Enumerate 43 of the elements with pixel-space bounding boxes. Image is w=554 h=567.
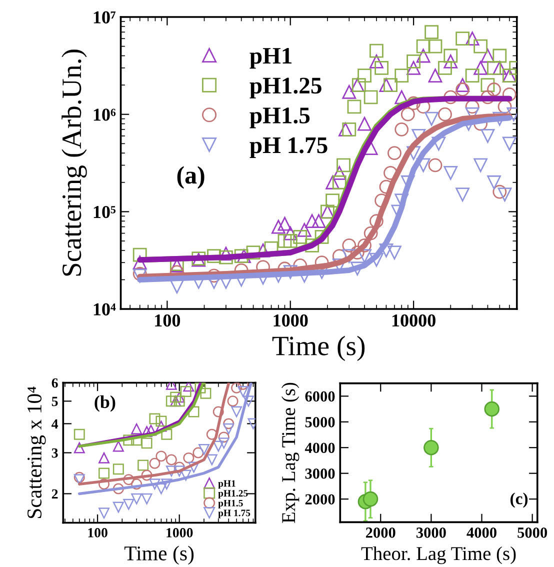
annotation: (b) [94,395,116,412]
y-axis-title: Exp. Lag Time (s) [281,382,300,523]
y-tick-label: 10⁶ [94,108,116,121]
legend-label: pH1 [250,48,292,69]
y-tick-label: 2 [52,489,58,499]
legend-label: pH1.5 [250,108,310,128]
legend-label: pH 1.75 [250,137,328,158]
annotation: (a) [177,166,204,189]
y-tick-label: 10⁵ [94,206,116,218]
x-axis-title: Theor. Lag Time (s) [361,546,516,564]
point [362,491,378,507]
y-axis-title: Scattering x 10⁴ [27,386,46,518]
x-tick-label: 10000 [392,314,436,327]
y-tick-label: 10⁷ [94,11,116,24]
annotation: (c) [510,492,528,508]
x-tick-label: 100 [155,314,180,327]
y-tick-label: 6000 [305,391,335,402]
legend-label: pH1.5 [218,500,243,508]
y-tick-label: 2000 [305,494,335,505]
point [424,440,439,456]
x-tick-label: 1000 [166,528,193,538]
x-tick-label: 5000 [518,528,548,538]
y-tick-label: 10⁴ [94,303,116,316]
legend-label: pH1.25 [218,490,248,499]
legend-label: pH 1.75 [218,510,250,518]
y-tick-label: 4 [52,419,58,429]
legend-label: pH1.25 [250,78,322,98]
x-axis-title: Time (s) [124,546,194,565]
y-tick-label: 4000 [304,442,335,454]
x-tick-label: 100 [88,528,108,538]
y-tick-label: 3000 [305,468,335,479]
x-tick-label: 4000 [466,528,496,538]
x-axis-title: Time (s) [272,336,365,361]
y-axis-title: Scattering (Arb.Un.) [62,50,87,276]
point [484,401,500,417]
x-tick-label: 2000 [366,528,396,538]
x-tick-label: 3000 [416,528,446,538]
x-tick-label: 1000 [274,314,308,327]
y-tick-label: 6 [52,378,58,388]
y-tick-label: 3 [52,448,58,458]
legend-label: pH1 [218,480,236,489]
y-tick-label: 5000 [305,417,335,428]
y-tick-label: 5 [52,396,58,406]
